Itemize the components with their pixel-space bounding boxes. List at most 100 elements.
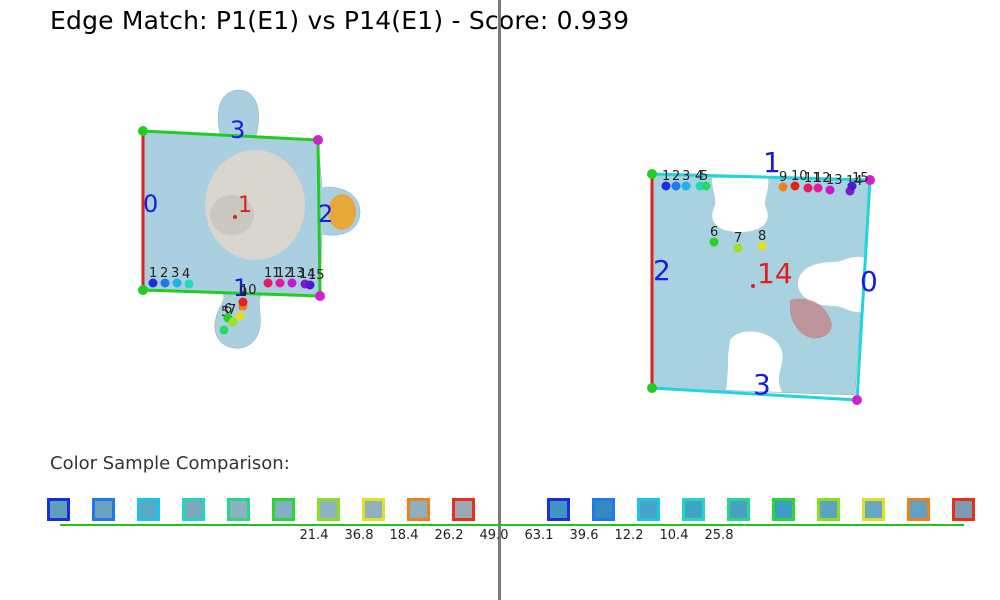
sample-point-label: 10 [240,283,257,298]
right-edge-label: 1 [763,146,781,179]
sample-point [671,181,681,191]
sample-point [701,181,711,191]
color-distance-value: 49.0 [479,528,509,543]
sample-point [275,278,285,288]
color-distance-value: 36.8 [344,528,374,543]
sample-point [172,278,182,288]
right-color-swatch [592,498,615,521]
sample-point [733,243,743,253]
left-color-swatch [362,498,385,521]
right-edge-1 [651,172,871,182]
sample-point [778,182,788,192]
sample-point-label: 5 [700,169,708,184]
right-edge-0 [855,179,872,401]
color-distance-value: 10.4 [659,528,689,543]
right-corner [647,383,657,393]
sample-point [661,181,671,191]
right-piece-id: 14 [757,257,793,290]
sample-point [263,278,273,288]
right-color-swatch [637,498,660,521]
right-piece-notch-bottom [726,331,783,392]
sample-point [305,280,315,290]
color-distance-value: 63.1 [524,528,554,543]
sample-point [681,181,691,191]
left-edge-label: 2 [318,200,333,228]
right-color-swatch [727,498,750,521]
sample-point-label: 3 [171,266,179,281]
sample-point-label: 2 [160,266,168,281]
sample-point [790,181,800,191]
right-corner [865,175,875,185]
left-edge-label: 3 [230,116,245,144]
right-color-swatch [682,498,705,521]
left-color-swatch [47,498,70,521]
left-color-swatch [227,498,250,521]
left-color-swatch [137,498,160,521]
left-edge-1 [142,288,321,298]
left-corner [315,291,325,301]
sample-point [228,317,238,327]
sample-point-label: 7 [734,231,742,246]
sample-point [709,237,719,247]
left-edge-label: 1 [233,274,248,302]
right-edge-label: 2 [653,254,671,287]
sample-point-label: 4 [182,267,190,282]
sample-point [219,325,229,335]
sample-point-label: 8 [758,229,766,244]
right-corner [852,395,862,405]
right-corner [647,169,657,179]
sample-point-label: 13 [826,173,843,188]
color-distance-value: 12.2 [614,528,644,543]
sample-point-label: 7 [228,303,236,318]
left-color-swatch [317,498,340,521]
panel-divider [498,0,501,600]
sample-point-label: 6 [224,302,232,317]
right-piece-pattern [790,298,832,339]
color-distance-value: 39.6 [569,528,599,543]
right-color-swatch [772,498,795,521]
sample-point-label: 3 [682,169,690,184]
right-color-swatch [817,498,840,521]
sample-point [160,278,170,288]
left-color-swatch [92,498,115,521]
left-color-swatch [182,498,205,521]
sample-point-label: 1 [149,266,157,281]
sample-point-label: 14 [299,267,316,282]
sample-point-label: 12 [814,171,831,186]
left-corner [138,285,148,295]
sample-point-label: 11 [804,171,821,186]
right-color-swatch [547,498,570,521]
sample-point-label: 11 [264,266,281,281]
sample-point [847,181,857,191]
left-corner [313,135,323,145]
right-piece-notch-top [712,178,769,232]
sample-point-label: 1 [662,169,670,184]
sample-point [235,311,245,321]
left-piece-center [233,215,237,219]
right-color-swatch [907,498,930,521]
right-piece-notch-side [798,256,866,313]
color-distance-value: 25.8 [704,528,734,543]
sample-point-label: 6 [710,225,718,240]
sample-point [148,278,158,288]
left-piece-tab-color [328,194,356,230]
left-color-swatch [272,498,295,521]
sample-point-label: 10 [791,169,808,184]
right-edge-label: 0 [860,265,878,298]
left-edge-label: 0 [143,190,158,218]
right-color-swatch [862,498,885,521]
right-edge-label: 3 [753,368,771,401]
sample-point [825,185,835,195]
left-piece-id: 1 [238,193,252,218]
sample-point [813,183,823,193]
left-color-swatch [407,498,430,521]
sample-point-label: 2 [672,169,680,184]
right-color-swatch [952,498,975,521]
color-distance-value: 21.4 [299,528,329,543]
sample-point [184,279,194,289]
